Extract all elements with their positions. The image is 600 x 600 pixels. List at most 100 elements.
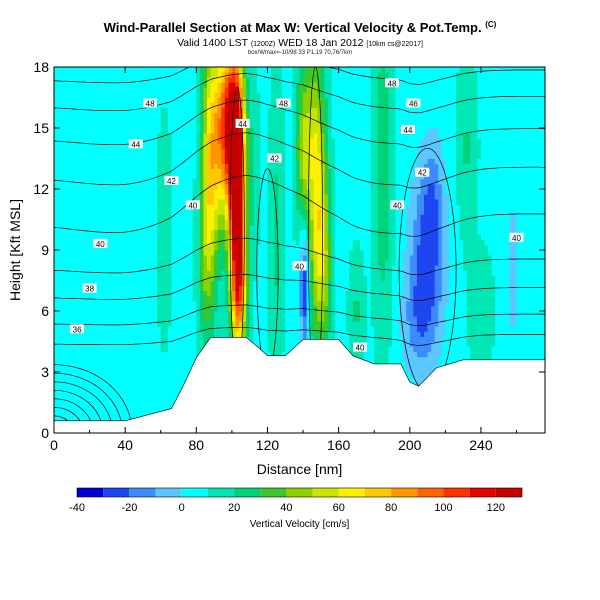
field-cell (114, 351, 119, 358)
field-cell (285, 250, 290, 256)
field-cell (189, 316, 194, 322)
field-cell (89, 117, 94, 124)
field-cell (86, 270, 90, 276)
field-cell (210, 214, 215, 220)
field-cell (214, 326, 219, 332)
field-cell (135, 173, 140, 180)
field-cell (68, 87, 73, 93)
field-cell (107, 285, 112, 292)
field-cell (103, 417, 108, 424)
field-cell (125, 382, 130, 388)
field-cell (157, 392, 162, 398)
field-cell (267, 341, 272, 347)
field-cell (246, 183, 251, 190)
field-cell (153, 326, 158, 332)
field-cell (132, 214, 137, 220)
field-cell (157, 326, 162, 332)
field-cell (150, 356, 155, 363)
field-cell (78, 128, 83, 134)
field-cell (146, 387, 151, 393)
field-cell (263, 199, 268, 205)
field-cell (167, 128, 172, 134)
field-cell (86, 305, 90, 312)
field-cell (214, 295, 219, 302)
field-cell (54, 72, 58, 78)
field-cell (217, 270, 222, 276)
field-cell (182, 270, 187, 276)
field-cell (164, 331, 169, 337)
field-cell (150, 351, 155, 358)
field-cell (295, 321, 300, 327)
field-cell (75, 82, 80, 88)
field-cell (242, 163, 247, 170)
field-cell (150, 204, 155, 210)
field-cell (100, 326, 105, 332)
field-cell (86, 199, 90, 205)
field-cell (110, 158, 115, 164)
field-cell (192, 72, 197, 78)
field-cell (285, 143, 290, 149)
field-cell (256, 234, 261, 241)
field-cell (239, 311, 243, 317)
field-cell (203, 148, 208, 154)
field-cell (263, 122, 268, 129)
field-cell (146, 402, 151, 408)
field-cell (167, 92, 172, 98)
field-cell (61, 316, 66, 322)
field-cell (164, 260, 169, 266)
field-cell (153, 214, 158, 220)
field-cell (167, 133, 172, 139)
field-cell (288, 275, 293, 281)
field-cell (196, 148, 201, 154)
field-cell (281, 194, 286, 200)
field-cell (221, 209, 226, 215)
field-cell (206, 173, 211, 180)
field-cell (295, 311, 300, 317)
field-cell (110, 290, 115, 297)
field-cell (288, 270, 293, 276)
field-cell (107, 402, 112, 408)
field-cell (96, 336, 101, 342)
field-cell (142, 290, 147, 297)
field-cell (192, 138, 197, 144)
field-cell (121, 341, 126, 347)
field-cell (210, 122, 215, 129)
field-cell (206, 199, 211, 205)
field-cell (217, 82, 222, 88)
field-cell (285, 112, 290, 119)
field-cell (132, 82, 137, 88)
field-cell (263, 305, 268, 312)
field-cell (249, 72, 254, 78)
field-cell (167, 321, 172, 327)
field-cell (231, 153, 236, 159)
field-cell (125, 133, 130, 139)
field-cell (206, 260, 211, 266)
field-cell (135, 331, 140, 337)
field-cell (96, 219, 101, 225)
field-cell (153, 204, 158, 210)
field-cell (263, 336, 268, 342)
field-cell (157, 67, 162, 73)
field-cell (206, 194, 211, 200)
field-cell (150, 183, 155, 190)
field-cell (271, 97, 275, 103)
field-cell (182, 178, 187, 185)
field-cell (103, 87, 108, 93)
field-cell (132, 209, 137, 215)
field-cell (86, 143, 90, 149)
field-cell (139, 300, 144, 307)
field-cell (68, 250, 73, 256)
field-cell (260, 204, 265, 210)
field-cell (125, 356, 130, 363)
field-cell (57, 102, 62, 109)
field-cell (274, 173, 279, 180)
field-cell (132, 229, 137, 236)
field-cell (164, 346, 169, 353)
field-cell (217, 97, 222, 103)
field-cell (171, 382, 176, 388)
field-cell (139, 407, 144, 414)
field-cell (150, 260, 155, 266)
field-cell (71, 270, 76, 276)
field-cell (246, 112, 251, 119)
field-cell (235, 163, 240, 170)
